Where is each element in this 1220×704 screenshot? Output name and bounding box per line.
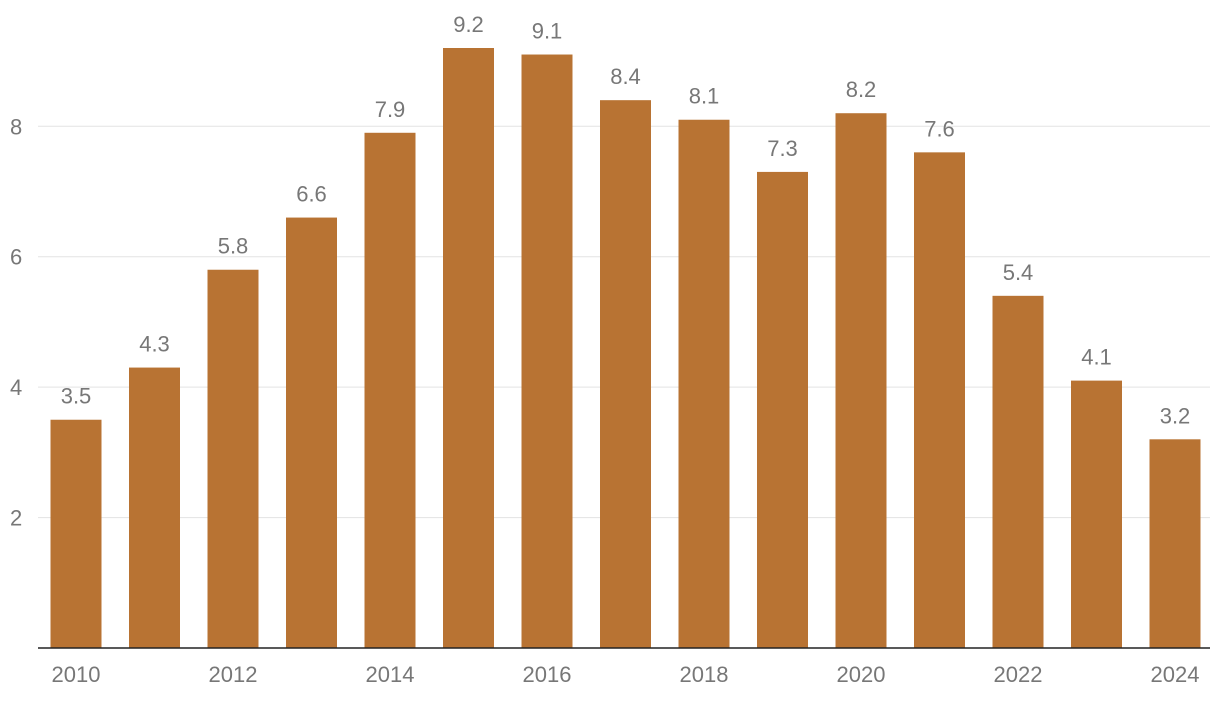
bars <box>50 48 1201 649</box>
data-labels: 3.5 4.3 5.8 6.6 7.9 9.2 9.1 8.4 8.1 7.3 8.2 7.6 5.4 4… <box>61 12 1191 428</box>
data-label-2017: 8.4 <box>610 64 641 89</box>
x-tick-label-2016: 2016 <box>523 662 572 687</box>
data-label-2013: 6.6 <box>296 182 327 207</box>
bar-2022 <box>992 295 1044 648</box>
bar-2024 <box>1149 439 1201 648</box>
data-label-2010: 3.5 <box>61 384 92 409</box>
data-label-2014: 7.9 <box>375 97 406 122</box>
x-tick-label-2012: 2012 <box>209 662 258 687</box>
data-label-2023: 4.1 <box>1081 345 1112 370</box>
bar-2013 <box>286 217 337 648</box>
bar-2010 <box>50 419 102 648</box>
bar-2020 <box>835 113 887 648</box>
data-label-2021: 7.6 <box>924 116 955 141</box>
bar-2023 <box>1071 380 1122 648</box>
bar-2012 <box>207 269 259 648</box>
data-label-2015: 9.2 <box>453 12 484 37</box>
data-label-2020: 8.2 <box>846 77 877 102</box>
bar-2019 <box>757 171 808 649</box>
data-label-2024: 3.2 <box>1160 403 1191 428</box>
y-tick-label: 6 <box>10 245 22 270</box>
bar-2017 <box>600 100 651 649</box>
data-label-2012: 5.8 <box>218 234 249 259</box>
y-axis-ticks: 2 4 6 8 <box>10 114 22 530</box>
x-tick-label-2018: 2018 <box>680 662 729 687</box>
bar-2021 <box>914 152 965 648</box>
data-label-2022: 5.4 <box>1003 260 1034 285</box>
y-tick-label: 2 <box>10 506 22 531</box>
x-tick-label-2020: 2020 <box>837 662 886 687</box>
x-tick-label-2014: 2014 <box>366 662 415 687</box>
x-axis-ticks: 2010 2012 2014 2016 2018 2020 2022 2024 <box>52 662 1200 687</box>
bar-2015 <box>443 48 494 648</box>
x-tick-label-2022: 2022 <box>994 662 1043 687</box>
x-tick-label-2024: 2024 <box>1151 662 1200 687</box>
data-label-2018: 8.1 <box>689 84 720 109</box>
data-label-2019: 7.3 <box>767 136 798 161</box>
y-tick-label: 8 <box>10 114 22 139</box>
data-label-2016: 9.1 <box>532 19 563 44</box>
bar-2011 <box>129 367 180 648</box>
bar-2018 <box>678 119 730 648</box>
y-tick-label: 4 <box>10 375 22 400</box>
bar-2016 <box>521 54 573 649</box>
data-label-2011: 4.3 <box>139 332 170 357</box>
x-tick-label-2010: 2010 <box>52 662 101 687</box>
bar-2014 <box>364 132 416 649</box>
